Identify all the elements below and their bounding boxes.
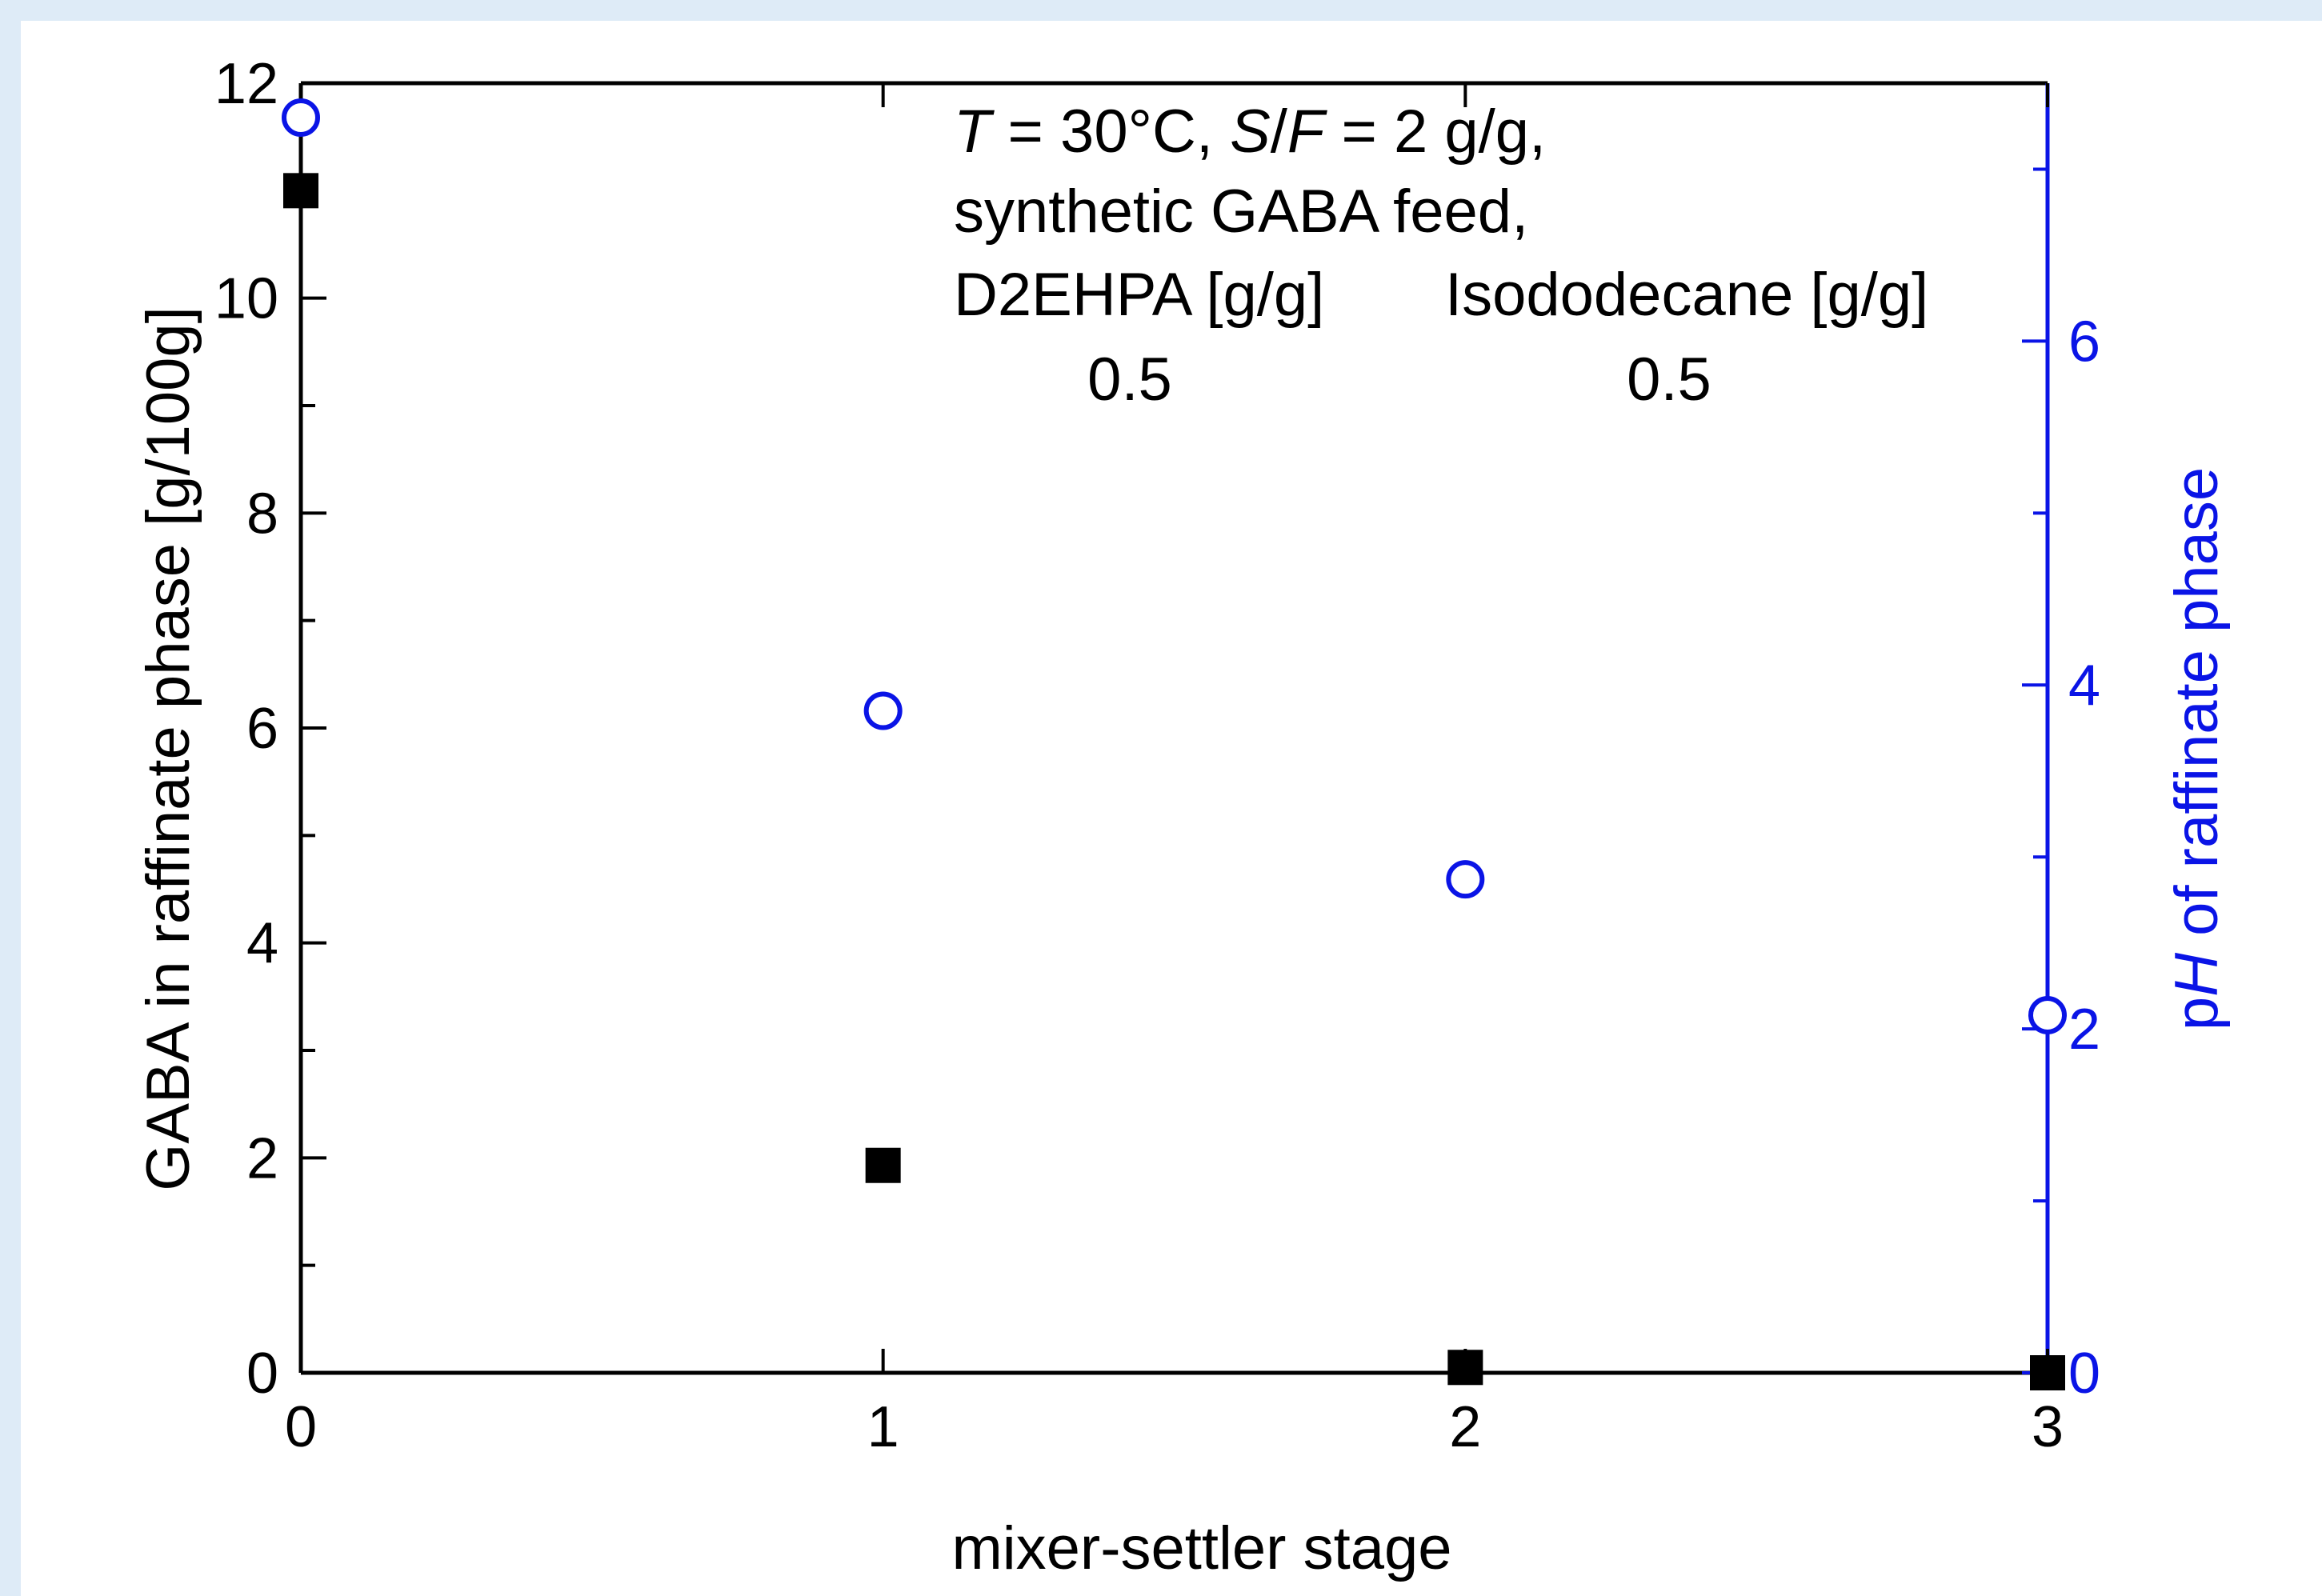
y-tick-label: 6 <box>246 697 278 761</box>
y-tick-label: 0 <box>246 1342 278 1406</box>
y-axis-title: GABA in raffinate phase [g/100g] <box>134 306 202 1191</box>
y-tick-label: 4 <box>246 912 278 976</box>
x-axis-title: mixer-settler stage <box>951 1514 1451 1582</box>
x-tick-label: 3 <box>2032 1395 2064 1459</box>
y-tick-label: 2 <box>246 1126 278 1190</box>
annotation-segment: T <box>954 98 995 166</box>
annotation-col1-value: 0.5 <box>1087 346 1172 414</box>
gaba-data-point <box>1447 1350 1483 1386</box>
y2-axis-title-suffix: of raffinate phase <box>2163 467 2231 953</box>
y-tick-label: 10 <box>214 267 278 331</box>
annotation-block: T = 30°C, S/F = 2 g/g, synthetic GABA fe… <box>954 98 1928 414</box>
x-tick-label: 0 <box>285 1395 317 1459</box>
annotation-segment: F <box>1287 98 1327 166</box>
ph-data-point <box>863 691 903 730</box>
y2-tick-label: 6 <box>2068 310 2100 374</box>
gaba-data-point <box>283 173 318 209</box>
annotation-conditions: T = 30°C, S/F = 2 g/g, <box>954 98 1546 166</box>
gaba-data-point <box>2030 1355 2065 1390</box>
annotation-col2-header: Isododecane [g/g] <box>1445 261 1928 329</box>
y2-tick-label: 2 <box>2068 998 2100 1062</box>
y2-tick-label: 0 <box>2068 1342 2100 1406</box>
ph-data-point <box>282 98 320 137</box>
ph-data-point <box>1446 860 1485 899</box>
ph-data-point <box>2028 995 2067 1034</box>
x-tick-label: 1 <box>867 1395 899 1459</box>
y2-axis-title-prefix: p <box>2163 997 2231 1030</box>
y-tick-label: 12 <box>214 52 278 116</box>
x-tick-label: 2 <box>1449 1395 1481 1459</box>
annotation-col2-value: 0.5 <box>1627 346 1711 414</box>
chart-panel: 0 1 2 3 0 2 4 6 8 10 12 0 2 4 6 mixer-settler stage GA… <box>21 21 2322 1596</box>
y2-axis-title-italic: H <box>2163 953 2231 997</box>
y2-axis-title: pH of raffinate phase <box>2163 467 2231 1030</box>
annotation-feed: synthetic GABA feed, <box>954 178 1528 246</box>
annotation-segment: = 2 g/g, <box>1324 98 1546 166</box>
annotation-segment: = 30°C, <box>991 98 1230 166</box>
annotation-segment: S <box>1230 98 1271 166</box>
annotation-segment: / <box>1271 98 1288 166</box>
y-tick-label: 8 <box>246 482 278 546</box>
gaba-data-point <box>865 1147 901 1183</box>
annotation-col1-header: D2EHPA [g/g] <box>954 261 1324 329</box>
y2-tick-label: 4 <box>2068 654 2100 718</box>
